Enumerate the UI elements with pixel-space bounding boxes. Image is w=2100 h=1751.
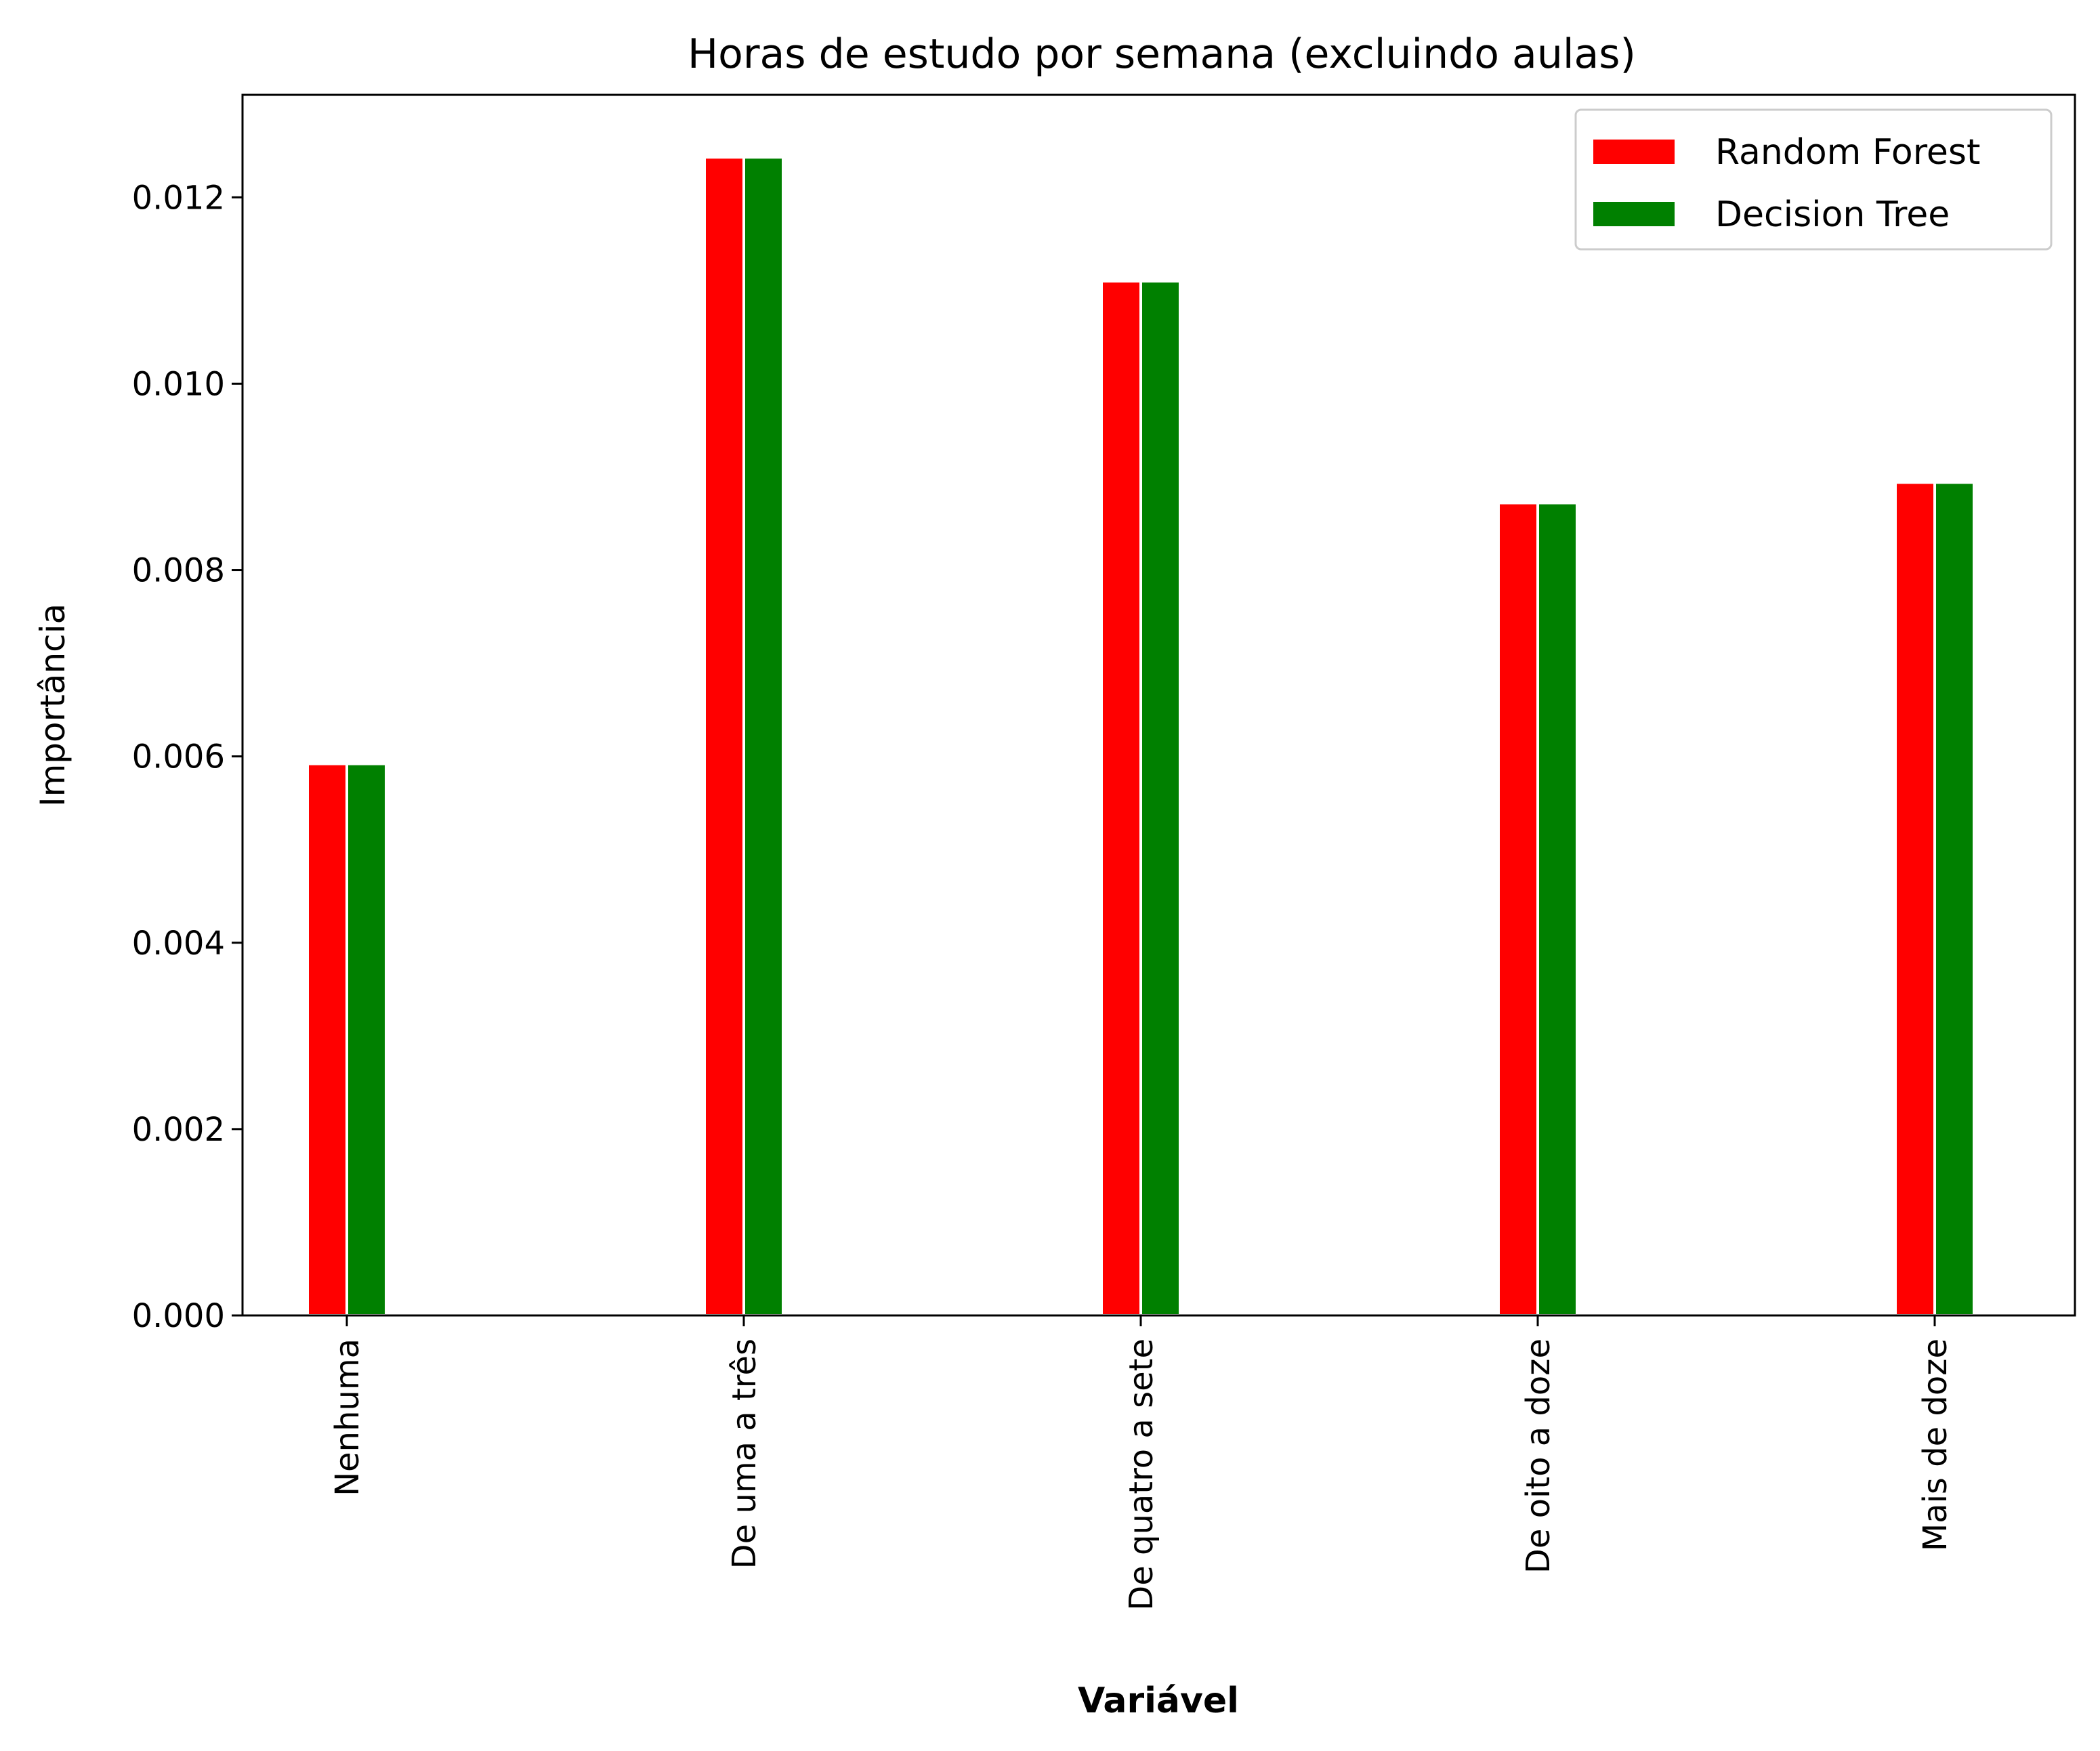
bar-decision-tree-1	[742, 156, 784, 1317]
legend-box	[1574, 108, 2053, 251]
x-tick-label: Mais de doze	[1916, 1338, 1954, 1551]
y-tick-label: 0.002	[132, 1111, 225, 1149]
plot-frame	[241, 93, 2076, 1317]
legend-swatch-random-forest	[1593, 140, 1675, 164]
bar-decision-tree-2	[1139, 280, 1181, 1317]
x-tick-label: De oito a doze	[1519, 1338, 1557, 1574]
legend-label-decision-tree: Decision Tree	[1715, 194, 1950, 235]
bar-random-forest-3	[1497, 501, 1539, 1317]
y-tick-label: 0.006	[132, 738, 225, 776]
bar-decision-tree-3	[1536, 501, 1578, 1317]
bar-decision-tree-4	[1933, 481, 1975, 1317]
bar-random-forest-4	[1894, 481, 1936, 1317]
x-tick-label: De uma a três	[726, 1338, 763, 1569]
bar-random-forest-0	[306, 762, 348, 1317]
y-tick-label: 0.010	[132, 365, 225, 403]
x-axis-label: Variável	[1078, 1681, 1239, 1721]
x-tick-label: Nenhuma	[329, 1338, 366, 1496]
bars-group	[306, 156, 1975, 1317]
y-tick-label: 0.000	[132, 1297, 225, 1335]
chart-title: Horas de estudo por semana (excluindo au…	[688, 30, 1636, 78]
x-axis: Nenhuma De uma a três De quatro a sete De o…	[329, 1315, 1954, 1611]
legend-label-random-forest: Random Forest	[1715, 132, 1980, 173]
bar-random-forest-1	[703, 156, 745, 1317]
legend: Random Forest Decision Tree	[1574, 108, 2053, 251]
bar-decision-tree-0	[345, 762, 387, 1317]
bar-random-forest-2	[1100, 280, 1142, 1317]
y-tick-label: 0.008	[132, 552, 225, 590]
y-axis-label: Importância	[33, 604, 72, 807]
legend-swatch-decision-tree	[1593, 202, 1675, 226]
y-tick-label: 0.004	[132, 925, 225, 963]
x-tick-label: De quatro a sete	[1122, 1338, 1160, 1611]
y-tick-label: 0.012	[132, 179, 225, 217]
y-axis: 0.000 0.002 0.004 0.006 0.008 0.010 0.012	[132, 179, 243, 1335]
